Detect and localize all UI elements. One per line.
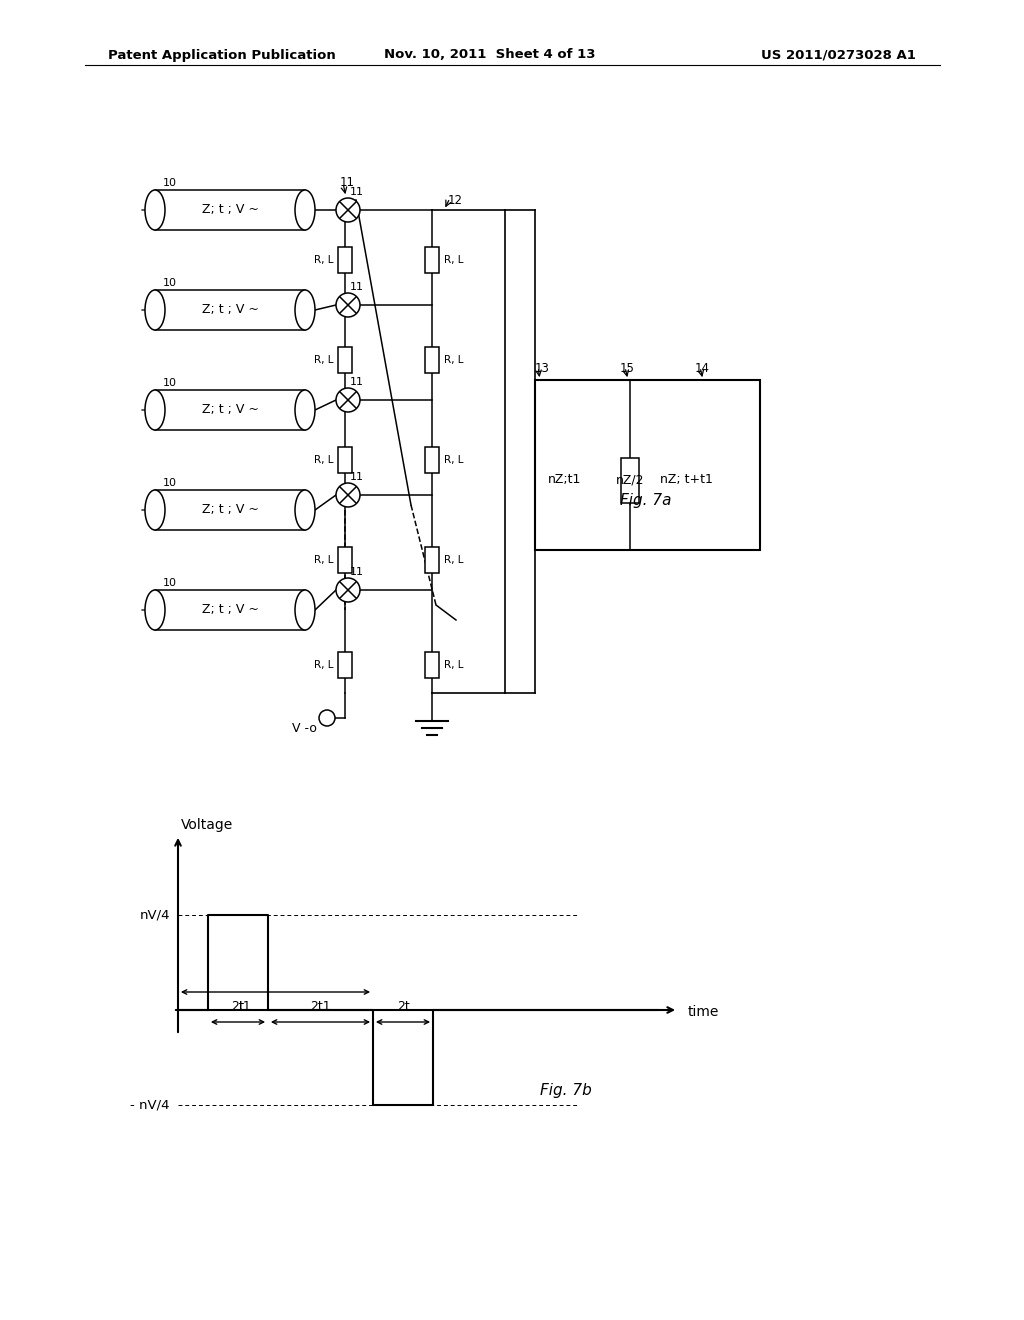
Ellipse shape: [145, 389, 165, 430]
Bar: [621, 458, 639, 503]
Bar: [155, 590, 305, 630]
Bar: [338, 247, 352, 273]
Bar: [338, 447, 352, 473]
Ellipse shape: [145, 490, 165, 531]
Text: R, L: R, L: [444, 554, 464, 565]
Text: V -o: V -o: [292, 722, 316, 734]
Text: 11: 11: [350, 473, 364, 482]
Ellipse shape: [295, 590, 315, 630]
Bar: [155, 290, 305, 330]
Text: US 2011/0273028 A1: US 2011/0273028 A1: [761, 49, 916, 62]
Bar: [155, 490, 305, 531]
Text: 2t: 2t: [396, 999, 410, 1012]
Text: R, L: R, L: [444, 455, 464, 465]
Bar: [425, 247, 439, 273]
Circle shape: [336, 388, 360, 412]
Bar: [535, 380, 760, 550]
Text: 11: 11: [350, 187, 364, 197]
Ellipse shape: [295, 190, 315, 230]
Text: nV/4: nV/4: [139, 908, 170, 921]
Text: R, L: R, L: [313, 660, 333, 671]
Circle shape: [336, 293, 360, 317]
Ellipse shape: [295, 490, 315, 531]
Text: R, L: R, L: [313, 355, 333, 366]
Text: Z; t ; V ~: Z; t ; V ~: [202, 304, 258, 317]
Text: 2t: 2t: [231, 999, 245, 1012]
Bar: [155, 190, 305, 230]
Text: nZ;t1: nZ;t1: [548, 474, 582, 487]
Text: R, L: R, L: [444, 660, 464, 671]
Circle shape: [336, 483, 360, 507]
Text: 11: 11: [350, 282, 364, 292]
Text: R, L: R, L: [313, 455, 333, 465]
Text: Nov. 10, 2011  Sheet 4 of 13: Nov. 10, 2011 Sheet 4 of 13: [384, 49, 596, 62]
Bar: [338, 652, 352, 678]
Ellipse shape: [145, 290, 165, 330]
Circle shape: [336, 198, 360, 222]
Text: 10: 10: [163, 578, 177, 587]
Text: nZ/2: nZ/2: [615, 474, 644, 487]
Bar: [338, 546, 352, 573]
Text: Z; t ; V ~: Z; t ; V ~: [202, 203, 258, 216]
Ellipse shape: [295, 290, 315, 330]
Ellipse shape: [145, 590, 165, 630]
Bar: [425, 447, 439, 473]
Bar: [425, 546, 439, 573]
Text: R, L: R, L: [444, 355, 464, 366]
Bar: [338, 347, 352, 374]
Text: 15: 15: [620, 362, 635, 375]
Text: 11: 11: [350, 378, 364, 387]
Text: - nV/4: - nV/4: [130, 1098, 170, 1111]
Text: R, L: R, L: [313, 554, 333, 565]
Bar: [425, 652, 439, 678]
Text: 11: 11: [340, 177, 355, 190]
Bar: [425, 347, 439, 374]
Text: 2t1: 2t1: [310, 999, 331, 1012]
Text: Z; t ; V ~: Z; t ; V ~: [202, 603, 258, 616]
Text: Fig. 7b: Fig. 7b: [540, 1082, 592, 1097]
Text: 12: 12: [449, 194, 463, 206]
Text: 14: 14: [695, 362, 710, 375]
Text: 11: 11: [350, 568, 364, 577]
Bar: [155, 389, 305, 430]
Text: 10: 10: [163, 378, 177, 388]
Ellipse shape: [295, 389, 315, 430]
Text: Patent Application Publication: Patent Application Publication: [108, 49, 336, 62]
Ellipse shape: [145, 190, 165, 230]
Text: 10: 10: [163, 279, 177, 288]
Text: Z; t ; V ~: Z; t ; V ~: [202, 503, 258, 516]
Text: t1: t1: [240, 1001, 252, 1014]
Text: nZ; t+t1: nZ; t+t1: [660, 474, 713, 487]
Text: R, L: R, L: [313, 255, 333, 265]
Text: time: time: [688, 1005, 720, 1019]
Circle shape: [319, 710, 335, 726]
Text: Fig. 7a: Fig. 7a: [620, 492, 672, 507]
Text: R, L: R, L: [444, 255, 464, 265]
Text: 10: 10: [163, 178, 177, 187]
Text: Z; t ; V ~: Z; t ; V ~: [202, 404, 258, 417]
Text: 13: 13: [535, 362, 550, 375]
Circle shape: [336, 578, 360, 602]
Text: Voltage: Voltage: [181, 818, 233, 832]
Text: 10: 10: [163, 478, 177, 488]
